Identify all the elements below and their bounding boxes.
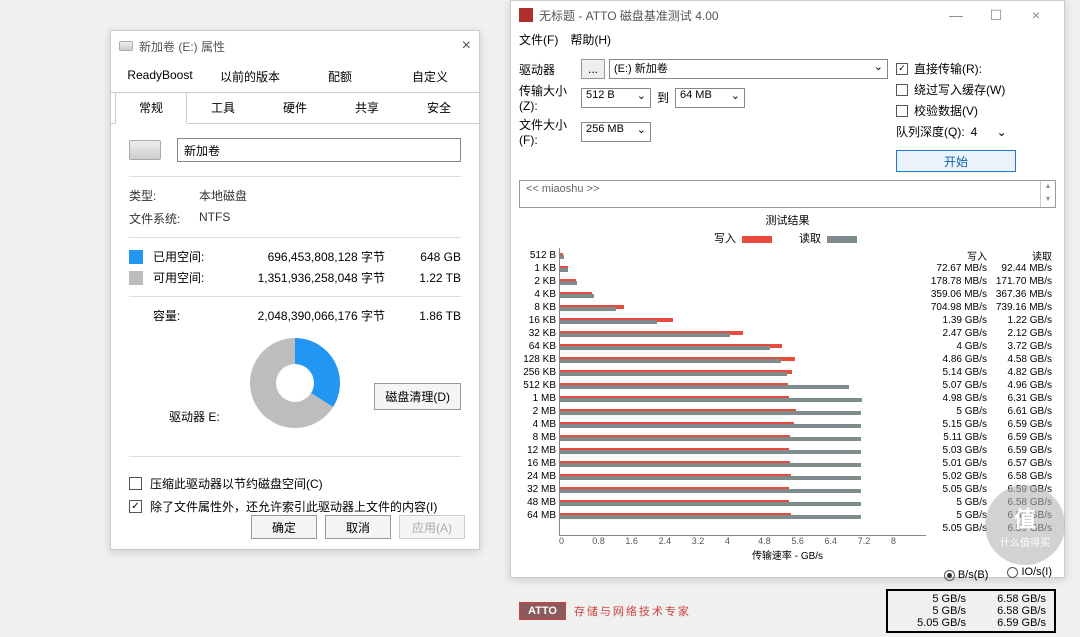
browse-button[interactable]: ... — [581, 59, 605, 79]
tagline: 存储与网络技术专家 — [574, 603, 691, 619]
transfer-from-select[interactable]: 512 B⌄ — [581, 88, 651, 108]
bar-row — [560, 326, 926, 339]
fs-value: NTFS — [199, 210, 230, 227]
bar-row — [560, 417, 926, 430]
bar-row — [560, 378, 926, 391]
chart-area: 512 B1 KB2 KB4 KB8 KB16 KB32 KB64 KB128 … — [511, 248, 1064, 536]
bar-row — [560, 430, 926, 443]
minimize-icon[interactable]: — — [936, 5, 976, 25]
bar-row — [560, 469, 926, 482]
maximize-icon[interactable]: ☐ — [976, 5, 1016, 25]
cancel-button[interactable]: 取消 — [325, 515, 391, 539]
menu-item[interactable]: 帮助(H) — [570, 33, 611, 47]
bar-row — [560, 404, 926, 417]
close-icon[interactable]: × — [462, 37, 471, 55]
type-value: 本地磁盘 — [199, 187, 247, 204]
drive-letter-label: 驱动器 E: — [169, 408, 220, 425]
tab-自定义[interactable]: 自定义 — [385, 61, 475, 92]
transfer-size-label: 传输大小(Z): — [519, 82, 581, 113]
start-button[interactable]: 开始 — [896, 150, 1016, 172]
drive-large-icon — [129, 140, 161, 160]
tab-安全[interactable]: 安全 — [403, 92, 475, 123]
bar-row — [560, 274, 926, 287]
drive-select[interactable]: (E:) 新加卷⌄ — [609, 59, 888, 79]
results-title: 测试结果 — [511, 212, 1064, 228]
description-box[interactable]: << miaoshu >> ▴▾ — [519, 180, 1056, 208]
tab-ReadyBoost[interactable]: ReadyBoost — [115, 61, 205, 92]
window-title: 无标题 - ATTO 磁盘基准测试 4.00 — [539, 7, 936, 24]
properties-window: 新加卷 (E:) 属性 × ReadyBoost以前的版本配额自定义 常规工具硬… — [110, 30, 480, 550]
type-label: 类型: — [129, 187, 199, 204]
menu-item[interactable]: 文件(F) — [519, 33, 558, 47]
chart-legend: 写入 读取 — [511, 230, 1064, 246]
ok-button[interactable]: 确定 — [251, 515, 317, 539]
tabs-row-1: ReadyBoost以前的版本配额自定义 — [111, 61, 479, 93]
used-row: 已用空间: 696,453,808,128 字节 648 GB — [129, 248, 461, 265]
window-title: 新加卷 (E:) 属性 — [139, 38, 462, 55]
watermark: 值 什么值得买 — [985, 485, 1065, 565]
used-swatch — [129, 250, 143, 264]
scroll-down-icon[interactable]: ▾ — [1041, 194, 1055, 207]
index-checkbox-row[interactable]: ✓除了文件属性外，还允许索引此驱动器上文件的内容(I) — [129, 498, 461, 515]
direct-transfer-checkbox[interactable]: ✓直接传输(R): — [896, 60, 1056, 77]
apply-button[interactable]: 应用(A) — [399, 515, 465, 539]
app-icon — [519, 8, 533, 22]
summary-box: 5 GB/s6.58 GB/s5 GB/s6.58 GB/s5.05 GB/s6… — [886, 589, 1056, 633]
tab-工具[interactable]: 工具 — [187, 92, 259, 123]
filesize-label: 文件大小(F): — [519, 116, 581, 147]
bar-row — [560, 261, 926, 274]
xaxis-label: 传输速率 - GB/s — [511, 547, 1064, 562]
fs-label: 文件系统: — [129, 210, 199, 227]
bar-row — [560, 248, 926, 261]
tab-共享[interactable]: 共享 — [331, 92, 403, 123]
bypass-cache-checkbox[interactable]: 绕过写入缓存(W) — [896, 81, 1056, 98]
scroll-up-icon[interactable]: ▴ — [1041, 181, 1055, 194]
capacity-row: 容量: 2,048,390,066,176 字节 1.86 TB — [129, 307, 461, 324]
radio-bs[interactable]: B/s(B) — [944, 569, 989, 581]
atto-window: 无标题 - ATTO 磁盘基准测试 4.00 — ☐ × 文件(F)帮助(H) … — [510, 0, 1065, 578]
free-swatch — [129, 271, 143, 285]
unit-radio-group: B/s(B) IO/s(I) — [511, 562, 1064, 585]
bar-row — [560, 456, 926, 469]
drive-label: 驱动器 — [519, 61, 581, 78]
tab-硬件[interactable]: 硬件 — [259, 92, 331, 123]
titlebar: 新加卷 (E:) 属性 × — [111, 31, 479, 61]
filesize-select[interactable]: 256 MB⌄ — [581, 122, 651, 142]
tab-以前的版本[interactable]: 以前的版本 — [205, 61, 295, 92]
bar-row — [560, 300, 926, 313]
radio-io[interactable]: IO/s(I) — [1007, 566, 1052, 578]
bar-row — [560, 508, 926, 521]
tab-常规[interactable]: 常规 — [115, 92, 187, 124]
drive-icon — [119, 41, 133, 51]
bar-row — [560, 495, 926, 508]
bar-row — [560, 313, 926, 326]
dialog-actions: 确定 取消 应用(A) — [251, 515, 465, 539]
bar-row — [560, 287, 926, 300]
bar-row — [560, 482, 926, 495]
bar-row — [560, 391, 926, 404]
tab-配额[interactable]: 配额 — [295, 61, 385, 92]
bar-row — [560, 339, 926, 352]
checkbox-icon[interactable]: ✓ — [129, 500, 142, 513]
disk-cleanup-button[interactable]: 磁盘清理(D) — [374, 383, 461, 410]
menubar: 文件(F) 帮助(H) — [511, 29, 1064, 52]
verify-data-checkbox[interactable]: 校验数据(V) — [896, 102, 1056, 119]
free-row: 可用空间: 1,351,936,258,048 字节 1.22 TB — [129, 269, 461, 286]
tabs-row-2: 常规工具硬件共享安全 — [111, 92, 479, 124]
compress-checkbox-row[interactable]: 压缩此驱动器以节约磁盘空间(C) — [129, 475, 461, 492]
tab-content: 类型:本地磁盘 文件系统:NTFS 已用空间: 696,453,808,128 … — [111, 124, 479, 535]
bar-row — [560, 365, 926, 378]
volume-name-input[interactable] — [177, 138, 461, 162]
close-icon[interactable]: × — [1016, 5, 1056, 25]
queue-depth-select[interactable]: 4⌄ — [971, 125, 1007, 139]
bar-row — [560, 352, 926, 365]
checkbox-icon[interactable] — [129, 477, 142, 490]
usage-donut — [250, 338, 340, 428]
bar-row — [560, 443, 926, 456]
transfer-to-select[interactable]: 64 MB⌄ — [675, 88, 745, 108]
atto-logo: ATTO — [519, 602, 566, 620]
